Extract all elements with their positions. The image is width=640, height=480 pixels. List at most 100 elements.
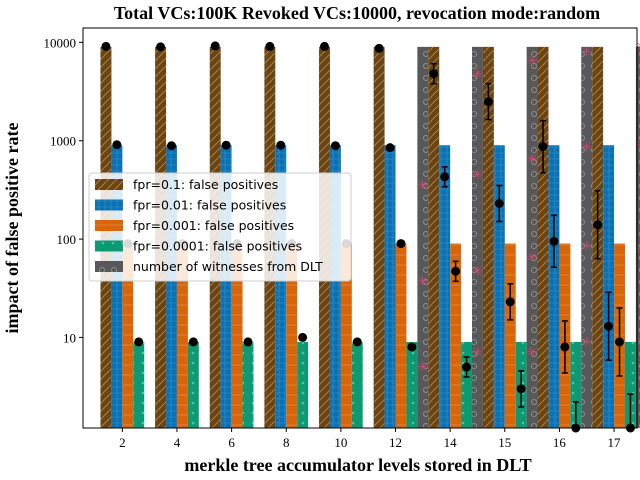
- legend-box: [88, 172, 352, 282]
- bar-hatch: [635, 46, 640, 429]
- legend: fpr=0.1: false positives fpr=0.01: false …: [88, 172, 352, 282]
- witness-marker: ✳: [636, 335, 640, 350]
- data-point: [352, 337, 362, 347]
- bar-hatch: [176, 243, 188, 428]
- witness-marker: ✳: [636, 40, 640, 55]
- witness-marker: ✳: [581, 141, 592, 156]
- x-tick-label: 12: [389, 435, 402, 450]
- bar-hatch: [275, 145, 287, 428]
- legend-label: fpr=0.01: false positives: [133, 198, 286, 213]
- data-point: [560, 342, 570, 352]
- witness-marker: ✳: [581, 239, 592, 254]
- legend-label: fpr=0.1: false positives: [133, 177, 278, 192]
- data-point: [451, 266, 461, 276]
- witness-marker: ✳: [417, 275, 428, 290]
- x-tick-label: 10: [334, 435, 347, 450]
- bar-hatch: [624, 341, 636, 428]
- data-point: [374, 43, 384, 53]
- data-point: [483, 97, 493, 107]
- data-point: [538, 142, 548, 152]
- data-point: [221, 140, 231, 150]
- data-point: [101, 41, 111, 51]
- bar-hatch: [395, 243, 407, 428]
- legend-label: fpr=0.0001: false positives: [133, 239, 302, 254]
- bar-hatch: [242, 341, 254, 428]
- data-point: [319, 41, 329, 51]
- data-point: [330, 141, 340, 151]
- bar-hatch: [417, 46, 429, 429]
- bar-hatch: [450, 243, 462, 428]
- data-point: [615, 337, 625, 347]
- witness-marker: ✳: [417, 179, 428, 194]
- bar-hatch: [482, 46, 494, 429]
- bar-hatch: [504, 243, 516, 428]
- data-point: [462, 362, 472, 372]
- x-axis-ticks: 2 4 6 8 10 12 14 15 16 17: [119, 428, 621, 450]
- bar-hatch: [406, 341, 418, 428]
- bar-hatch: [526, 46, 538, 429]
- bar-hatch: [373, 46, 385, 429]
- x-tick-label: 2: [119, 435, 126, 450]
- x-axis-label: merkle tree accumulator levels stored in…: [184, 455, 531, 475]
- data-point: [505, 297, 515, 307]
- legend-swatch-hatch: [95, 261, 123, 272]
- bar-hatch: [461, 341, 473, 428]
- bar-hatch: [111, 145, 123, 428]
- witness-marker: ✳: [527, 152, 538, 167]
- witness-marker: ✳: [472, 168, 483, 183]
- data-point: [593, 220, 603, 230]
- data-point: [407, 342, 417, 352]
- bar-hatch: [428, 46, 440, 429]
- legend-label: fpr=0.001: false positives: [133, 218, 294, 233]
- data-point: [440, 172, 450, 182]
- witness-marker: ✳: [417, 360, 428, 375]
- x-tick-label: 8: [283, 435, 290, 450]
- bar-hatch: [133, 341, 145, 428]
- witness-marker: ✳: [527, 54, 538, 69]
- y-axis-ticks: 10 100 1000 10000: [44, 35, 83, 345]
- data-point: [156, 42, 166, 52]
- plot-frame: [82, 27, 638, 429]
- bar-hatch: [329, 145, 341, 428]
- witness-marker: ✳: [472, 264, 483, 279]
- x-tick-label: 14: [444, 435, 458, 450]
- legend-label: number of witnesses from DLT: [133, 259, 323, 274]
- bar-hatch: [439, 145, 451, 428]
- data-point: [549, 236, 559, 246]
- data-point: [396, 239, 406, 249]
- legend-swatch-hatch: [95, 220, 123, 231]
- bar-hatch: [286, 243, 298, 428]
- y-tick-label: 100: [57, 232, 77, 247]
- legend-swatch-hatch: [95, 179, 123, 190]
- witness-marker: ✳: [581, 335, 592, 350]
- data-point: [188, 337, 198, 347]
- bar-hatch: [122, 243, 134, 428]
- legend-swatch-hatch: [95, 199, 123, 211]
- data-point: [276, 140, 286, 150]
- bar-hatch: [166, 145, 177, 428]
- x-tick-label: 16: [553, 435, 567, 450]
- x-tick-label: 6: [228, 435, 235, 450]
- bar-hatch: [340, 243, 352, 428]
- witness-marker: ✳: [636, 138, 640, 153]
- bar-hatch: [603, 145, 615, 428]
- witness-marker: ✳: [472, 346, 483, 361]
- bar-hatch: [537, 46, 549, 429]
- bar-hatch: [570, 341, 582, 428]
- bar-hatch: [548, 145, 560, 428]
- x-tick-label: 17: [608, 435, 622, 450]
- data-point: [265, 41, 275, 51]
- data-point: [429, 69, 439, 79]
- data-point: [167, 141, 177, 151]
- data-point: [298, 332, 308, 342]
- data-point: [516, 384, 526, 394]
- y-tick-label: 1000: [50, 134, 76, 149]
- y-tick-label: 10: [63, 330, 76, 345]
- x-tick-label: 15: [498, 435, 511, 450]
- bar-hatch: [581, 46, 593, 429]
- bar-hatch: [493, 145, 505, 428]
- bar-hatch: [472, 46, 483, 429]
- bar-hatch: [351, 341, 363, 428]
- witness-marker: ✳: [527, 250, 538, 265]
